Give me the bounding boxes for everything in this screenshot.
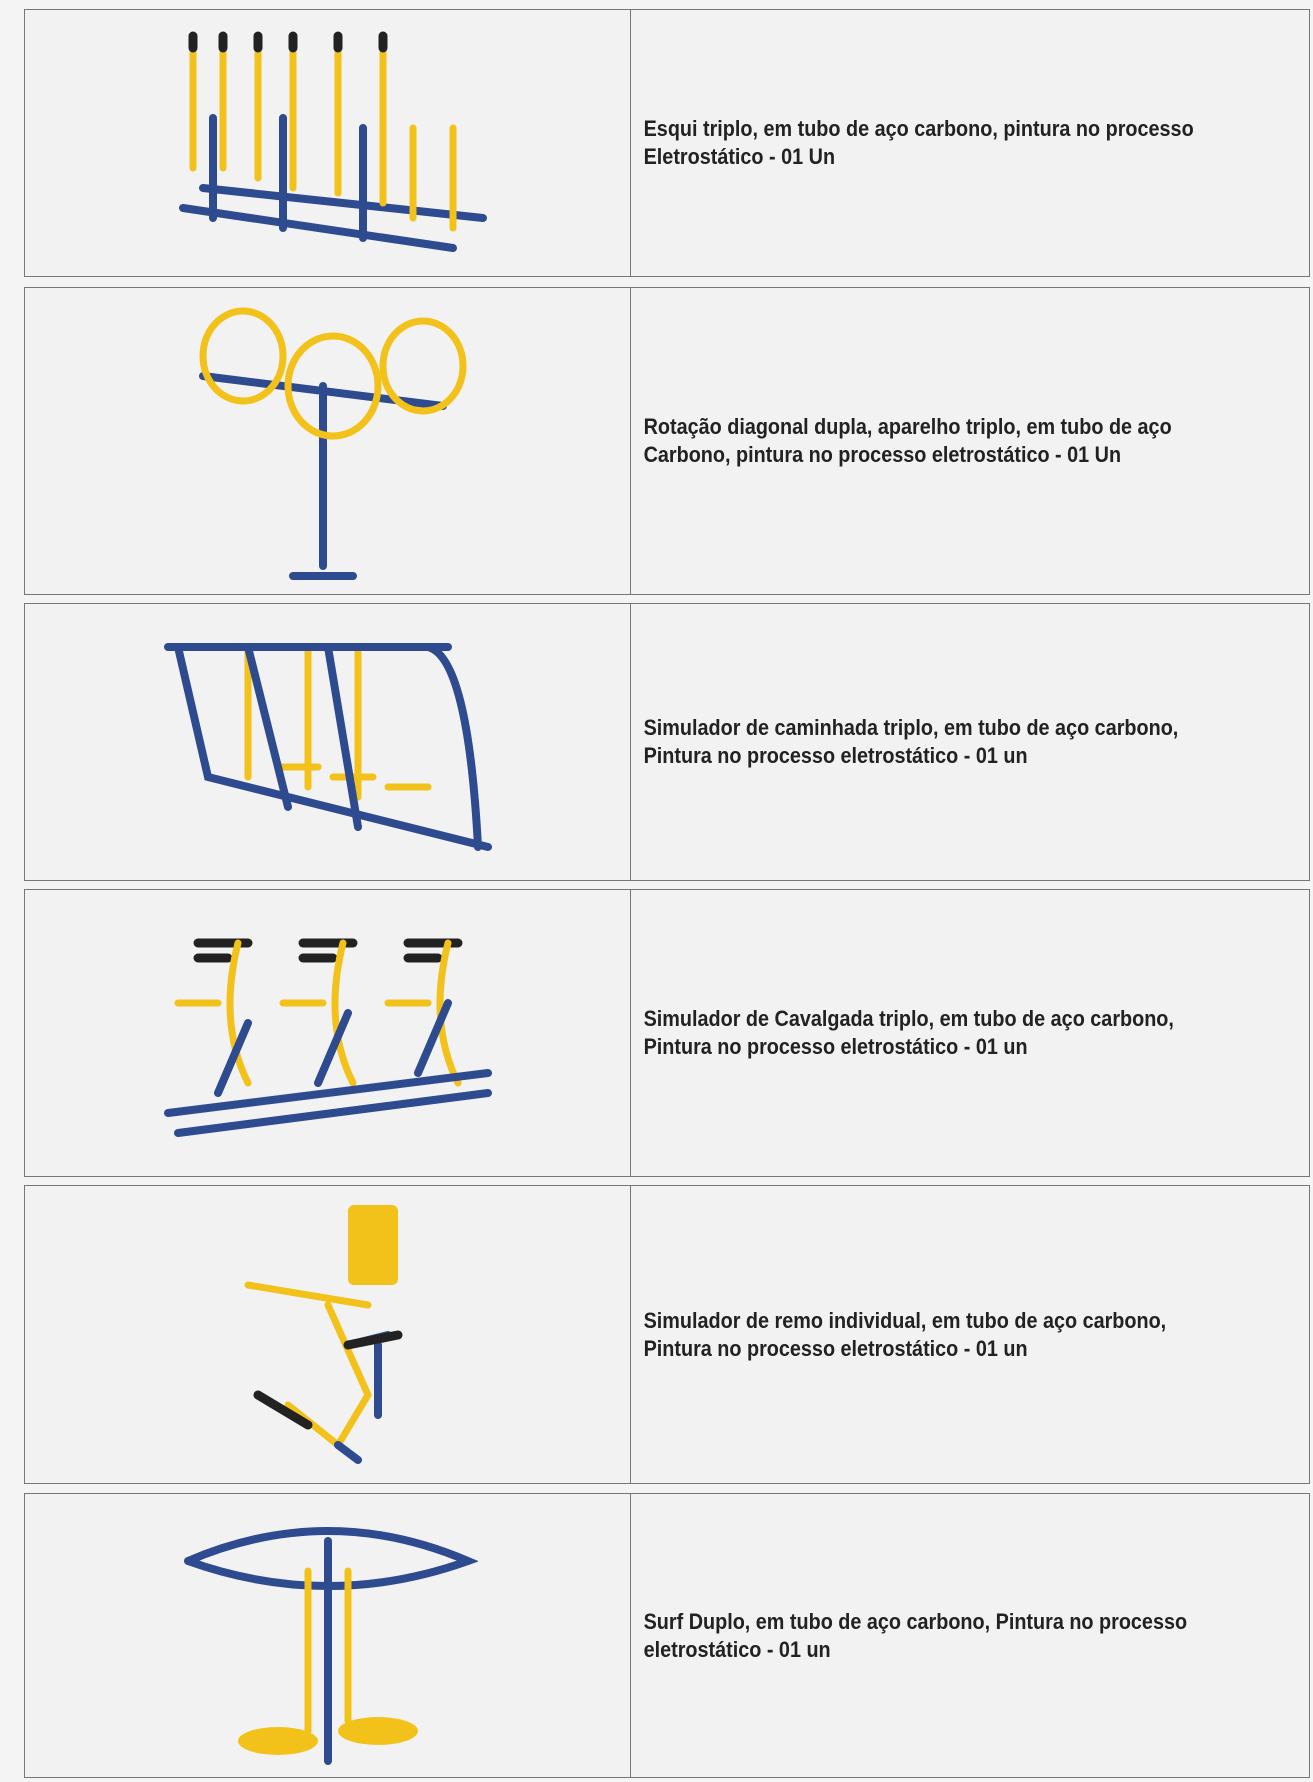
walker-illustration bbox=[163, 643, 492, 851]
equipment-image bbox=[25, 890, 631, 1176]
description: Rotação diagonal dupla, aparelho triplo,… bbox=[643, 414, 1172, 467]
rower-illustration bbox=[244, 1204, 402, 1464]
equipment-image bbox=[25, 10, 631, 276]
equipment-image bbox=[25, 1494, 631, 1777]
description: Simulador de Cavalgada triplo, em tubo d… bbox=[643, 1006, 1174, 1059]
description: Simulador de caminhada triplo, em tubo d… bbox=[643, 715, 1179, 768]
item-row: Simulador de caminhada triplo, em tubo d… bbox=[24, 603, 1310, 881]
equipment-image bbox=[25, 1186, 631, 1483]
rider-illustration bbox=[163, 938, 492, 1137]
item-row: Surf Duplo, em tubo de aço carbono, Pint… bbox=[24, 1493, 1310, 1778]
equipment-image bbox=[25, 288, 631, 594]
surf-illustration bbox=[183, 1526, 478, 1765]
equipment-image bbox=[25, 604, 631, 880]
item-row: Simulador de remo individual, em tubo de… bbox=[24, 1185, 1310, 1484]
rotation-illustration bbox=[198, 307, 466, 580]
description: Esqui triplo, em tubo de aço carbono, pi… bbox=[643, 116, 1194, 169]
description: Surf Duplo, em tubo de aço carbono, Pint… bbox=[643, 1608, 1188, 1662]
description: Simulador de remo individual, em tubo de… bbox=[643, 1307, 1167, 1361]
ski-illustration bbox=[178, 31, 487, 252]
item-row: Simulador de Cavalgada triplo, em tubo d… bbox=[24, 889, 1310, 1177]
item-row: Rotação diagonal dupla, aparelho triplo,… bbox=[24, 287, 1310, 595]
item-row: Esqui triplo, em tubo de aço carbono, pi… bbox=[24, 9, 1310, 277]
